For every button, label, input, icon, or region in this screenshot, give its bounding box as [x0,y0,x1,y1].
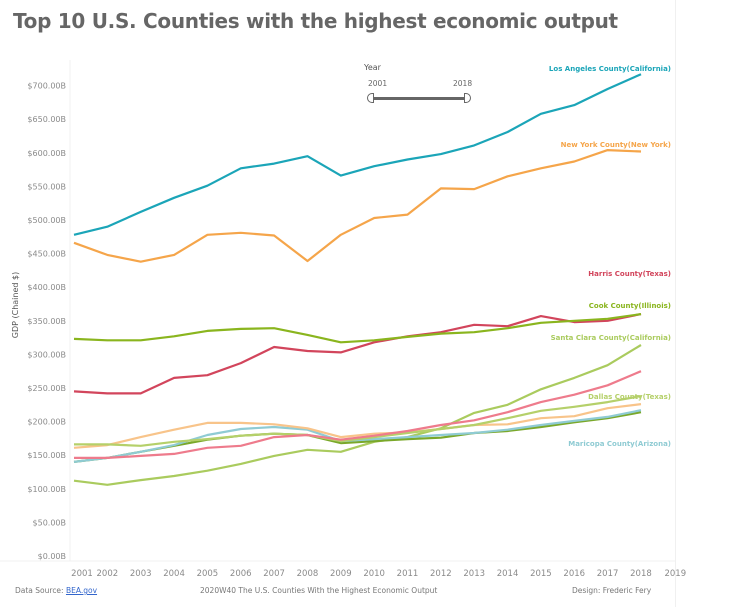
year-filter-min-handle[interactable] [367,93,374,103]
series-line-new-york[interactable] [73,149,642,263]
series-label-cook: Cook County(Illinois) [589,302,671,310]
y-tick-label: $650.00B [27,115,66,124]
y-tick-label: $300.00B [27,350,66,359]
x-tick-label: 2002 [97,569,119,579]
x-tick-label: 2018 [630,569,652,579]
data-source-prefix: Data Source: [15,586,66,595]
x-tick-label: 2001 [71,569,93,579]
year-filter-max-handle[interactable] [464,93,471,103]
x-tick-label: 2012 [430,569,452,579]
y-tick-label: $100.00B [27,485,66,494]
y-tick-label: $700.00B [27,82,66,91]
y-tick-label: $250.00B [27,384,66,393]
x-tick-label: 2008 [297,569,319,579]
dashboard-frame [675,0,676,607]
series-line-unlabeled-pink[interactable] [74,370,642,459]
data-source: Data Source: BEA.gov [15,586,97,595]
y-tick-label: $450.00B [27,250,66,259]
y-tick-label: $50.00B [33,518,66,527]
series-label-harris: Harris County(Texas) [588,270,671,278]
x-tick-label: 2014 [497,569,519,579]
x-tick-label: 2004 [163,569,185,579]
series-line-santa-clara[interactable] [73,344,642,486]
series-label-dallas: Dallas County(Texas) [588,393,671,401]
x-tick-label: 2006 [230,569,252,579]
x-tick-label: 2013 [463,569,485,579]
x-tick-label: 2009 [330,569,352,579]
y-tick-label: $400.00B [27,283,66,292]
x-tick-label: 2016 [563,569,585,579]
x-tick-label: 2005 [197,569,219,579]
y-tick-label: $0.00B [38,552,66,561]
series-label-maricopa: Maricopa County(Arizona) [568,440,671,448]
y-tick-label: $200.00B [27,418,66,427]
dashboard-title: Top 10 U.S. Counties with the highest ec… [13,9,618,33]
x-tick-label: 2011 [397,569,419,579]
data-source-link[interactable]: BEA.gov [65,586,98,595]
year-filter-track[interactable] [370,97,468,100]
year-filter-label: Year [364,63,381,72]
x-tick-label: 2015 [530,569,552,579]
y-tick-label: $600.00B [27,149,66,158]
x-tick-label: 2017 [597,569,619,579]
year-range-filter[interactable]: Year 2001 2018 [364,63,474,105]
y-tick-label: $500.00B [27,216,66,225]
series-line-unlabeled-light-orange[interactable] [73,403,642,449]
series-label-los-angeles: Los Angeles County(California) [549,65,671,73]
series-line-harris[interactable] [73,313,642,395]
dashboard-caption: 2020W40 The U.S. Counties With the Highe… [200,586,438,595]
y-tick-label: $350.00B [27,317,66,326]
series-line-cook[interactable] [73,313,642,344]
x-tick-label: 2003 [130,569,152,579]
y-tick-label: $550.00B [27,182,66,191]
x-tick-label: 2007 [263,569,285,579]
series-label-new-york: New York County(New York) [561,141,671,149]
series-line-los-angeles[interactable] [73,73,642,236]
x-tick-label: 2010 [363,569,385,579]
x-tick-label: 2019 [664,569,686,579]
year-filter-min-value: 2001 [368,79,388,88]
year-filter-max-value: 2018 [453,79,473,88]
series-label-santa-clara: Santa Clara County(California) [551,334,671,342]
design-credit: Design: Frederic Fery [572,586,652,595]
y-axis-title: GDP (Chained $) [11,272,20,338]
series-line-dallas[interactable] [74,395,642,447]
y-tick-label: $150.00B [27,451,66,460]
